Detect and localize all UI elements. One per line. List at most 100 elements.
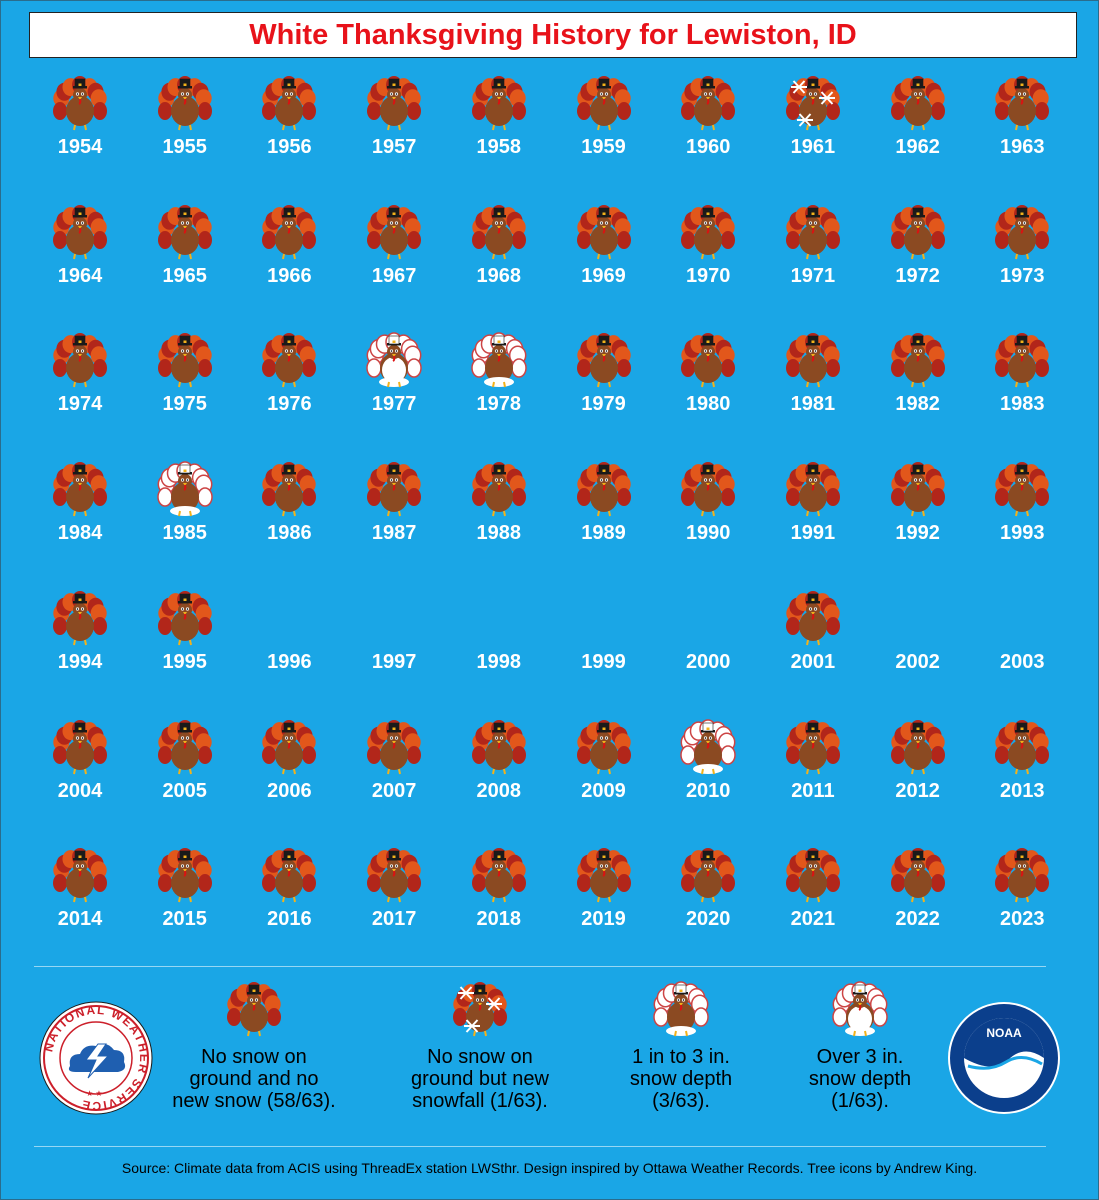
legend-text: Over 3 in. snow depth (1/63). — [808, 1046, 912, 1112]
turkey-icon-slot — [363, 716, 425, 778]
year-label: 1970 — [685, 264, 731, 287]
year-label: 1981 — [790, 393, 836, 416]
turkey-icon — [262, 333, 317, 388]
turkey-icon-slot — [677, 844, 739, 906]
turkey-icon — [785, 590, 840, 645]
turkey-icon — [576, 848, 631, 903]
turkey-icon-slot — [573, 716, 635, 778]
year-cell: 1961 — [768, 72, 858, 192]
year-cell: 1975 — [140, 329, 230, 449]
year-label: 1965 — [162, 264, 207, 287]
year-label: 2010 — [685, 779, 731, 802]
page-title: White Thanksgiving History for Lewiston,… — [249, 18, 857, 51]
turkey-icon-slot — [154, 587, 216, 649]
turkey-icon-slot — [49, 587, 111, 649]
legend-icon-slot — [650, 978, 712, 1040]
turkey-icon-slot — [468, 72, 530, 134]
turkey-icon — [262, 462, 317, 517]
turkey-icon — [785, 719, 840, 774]
turkey-icon — [576, 76, 631, 131]
year-label: 1988 — [476, 522, 522, 545]
year-cell: 1986 — [244, 458, 334, 578]
year-label: 1984 — [57, 522, 103, 545]
year-label: 1960 — [685, 136, 731, 158]
turkey-icon-slot — [154, 844, 216, 906]
turkey-icon — [995, 204, 1050, 259]
turkey-icon — [53, 719, 107, 774]
turkey-icon-slot — [991, 72, 1053, 134]
year-cell: 1977 — [349, 329, 439, 449]
year-label: 1994 — [57, 650, 103, 673]
year-label: 1998 — [476, 650, 522, 673]
year-label: 2007 — [371, 779, 417, 802]
year-label: 1987 — [371, 522, 417, 545]
turkey-icon — [262, 76, 317, 131]
legend-icon-slot — [829, 978, 891, 1040]
turkey-icon-slot — [887, 72, 949, 134]
year-cell: 2000 — [663, 587, 753, 707]
turkey-icon — [890, 719, 945, 774]
year-cell: 1996 — [244, 587, 334, 707]
turkey-icon-slot — [154, 329, 216, 391]
turkey-icon-slot — [363, 844, 425, 906]
year-cell: 2006 — [244, 716, 334, 836]
year-cell: 1974 — [35, 329, 125, 449]
snowy-turkey-icon — [680, 718, 736, 774]
year-label: 2006 — [267, 779, 312, 802]
turkey-icon-slot — [573, 329, 635, 391]
turkey-icon — [157, 204, 212, 259]
year-label: 1964 — [57, 264, 103, 287]
turkey-icon — [367, 719, 422, 774]
turkey-icon-slot — [573, 201, 635, 263]
year-cell: 1962 — [873, 72, 963, 192]
noaa-logo-text: NOAA — [986, 1026, 1022, 1040]
legend-text: No snow on ground and no new snow (58/63… — [172, 1046, 336, 1112]
year-cell: 2009 — [559, 716, 649, 836]
turkey-icon-slot — [887, 844, 949, 906]
year-cell: 1971 — [768, 201, 858, 321]
year-label: 2015 — [162, 908, 207, 931]
year-cell: 1976 — [244, 329, 334, 449]
turkey-icon-slot — [49, 72, 111, 134]
year-label: 2002 — [895, 650, 940, 673]
turkey-icon-slot — [991, 201, 1053, 263]
legend-icon-slot — [223, 978, 285, 1040]
year-cell: 1972 — [873, 201, 963, 321]
turkey-icon-slot — [49, 329, 111, 391]
year-label: 1989 — [581, 522, 626, 545]
snow-covered-turkey-icon — [366, 332, 422, 388]
year-label: 2005 — [162, 779, 207, 802]
turkey-icon — [367, 462, 422, 517]
year-label: 1986 — [267, 522, 312, 545]
year-label: 2004 — [57, 779, 103, 802]
year-label: 2021 — [790, 908, 836, 931]
year-cell: 1959 — [559, 72, 649, 192]
turkey-icon-slot — [258, 201, 320, 263]
turkey-icon-slot — [782, 201, 844, 263]
turkey-icon — [471, 462, 526, 517]
turkey-icon — [995, 76, 1050, 131]
year-cell: 1982 — [873, 329, 963, 449]
nws-logo-icon: NATIONAL WEATHER SERVICE ★ ★ — [39, 1001, 153, 1115]
year-cell: 2013 — [977, 716, 1067, 836]
turkey-icon — [576, 462, 631, 517]
year-label: 1976 — [267, 393, 312, 416]
turkey-icon — [785, 462, 840, 517]
year-cell: 1965 — [140, 201, 230, 321]
year-label: 1972 — [895, 264, 940, 287]
turkey-icon-slot — [782, 587, 844, 649]
turkey-icon — [157, 333, 212, 388]
turkey-icon-slot — [573, 587, 635, 649]
year-cell: 1999 — [559, 587, 649, 707]
year-cell: 2007 — [349, 716, 439, 836]
turkey-icon — [576, 333, 631, 388]
year-label: 1963 — [1000, 136, 1045, 158]
year-label: 1977 — [371, 393, 417, 416]
year-cell: 1957 — [349, 72, 439, 192]
turkey-icon — [157, 848, 212, 903]
turkey-icon-slot — [258, 72, 320, 134]
turkey-icon-slot — [782, 844, 844, 906]
year-cell: 1989 — [559, 458, 649, 578]
year-label: 1996 — [267, 650, 312, 673]
year-cell: 1995 — [140, 587, 230, 707]
